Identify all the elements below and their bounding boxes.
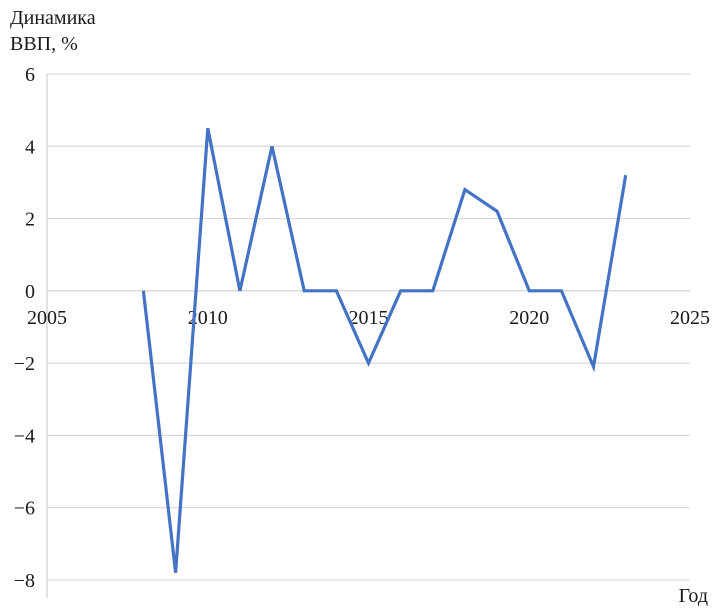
y-axis-title-line2: ВВП, % xyxy=(10,33,78,55)
series-line-0 xyxy=(141,127,628,573)
gridlines xyxy=(47,73,690,581)
y-tick-label: 6 xyxy=(25,64,35,86)
y-tick-label: 0 xyxy=(25,281,35,303)
x-tick-labels: 2005 2010 2015 2020 2025 xyxy=(27,307,710,329)
x-tick-label: 2010 xyxy=(188,307,228,329)
y-axis-title-line1: Динамика xyxy=(10,7,96,29)
y-tick-labels: 6 4 2 0 −2 −4 −6 −8 xyxy=(14,64,35,592)
x-tick-label: 2020 xyxy=(509,307,549,329)
x-tick-label: 2025 xyxy=(670,307,710,329)
series-lines xyxy=(141,127,628,573)
y-tick-label: 2 xyxy=(25,209,35,231)
y-tick-label: −6 xyxy=(14,498,35,520)
x-tick-label: 2015 xyxy=(349,307,389,329)
y-tick-label: −4 xyxy=(14,425,35,447)
y-tick-label: −2 xyxy=(14,353,35,375)
y-tick-label: −8 xyxy=(14,570,35,592)
y-tick-label: 4 xyxy=(25,136,35,158)
x-tick-label: 2005 xyxy=(27,307,67,329)
x-axis-title: Год xyxy=(679,585,708,607)
